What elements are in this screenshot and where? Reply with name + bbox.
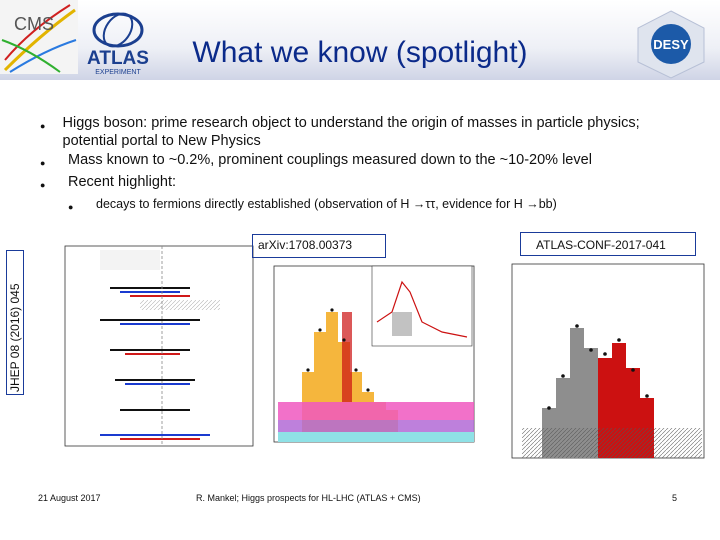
bullet-dot-icon: ● [40, 121, 46, 131]
atlas-logo-text: ATLAS [87, 48, 149, 69]
footer-date: 21 August 2017 [38, 493, 101, 503]
bullet-item: ● Recent highlight: [40, 173, 690, 194]
cms-logo-text: CMS [14, 14, 54, 34]
bullet-item: ● Mass known to ~0.2%, prominent couplin… [40, 151, 690, 172]
bullet-dot-icon: ● [40, 180, 46, 190]
arxiv-reference-label: arXiv:1708.00373 [258, 238, 353, 252]
bullet-text: Recent highlight: [68, 174, 177, 190]
footer-author: R. Mankel; Higgs prospects for HL-LHC (A… [196, 493, 421, 503]
bullet-dot-icon: ● [68, 202, 74, 212]
jhep-label-box [6, 250, 24, 395]
slide-title: What we know (spotlight) [192, 36, 528, 69]
cms-logo-icon: CMS [0, 0, 78, 74]
footer-page-number: 5 [672, 493, 678, 503]
atlas-conf-label-box [520, 232, 696, 256]
bullet-text: Higgs boson: prime research object to un… [62, 115, 640, 149]
desy-logo-icon: DESY [637, 10, 705, 79]
desy-logo-text: DESY [653, 37, 689, 52]
atlas-conf-reference-label: ATLAS-CONF-2017-041 [536, 238, 666, 252]
atlas-logo-sub: EXPERIMENT [95, 69, 141, 76]
bullet-text: Mass known to ~0.2%, prominent couplings… [68, 152, 592, 168]
sub-bullet-item: ● decays to fermions directly establishe… [68, 195, 690, 216]
bullet-item: ● Higgs boson: prime research object to … [40, 114, 690, 150]
hbb-figure [511, 263, 705, 459]
atlas-logo-icon: ATLAS EXPERIMENT [87, 12, 149, 76]
bullet-dot-icon: ● [40, 158, 46, 168]
coupling-summary-figure [64, 245, 254, 447]
arxiv-label-box [252, 234, 386, 258]
sub-bullet-text: decays to fermions directly established … [96, 197, 557, 211]
htautau-figure [273, 265, 475, 443]
bullet-list: ● Higgs boson: prime research object to … [40, 114, 690, 217]
